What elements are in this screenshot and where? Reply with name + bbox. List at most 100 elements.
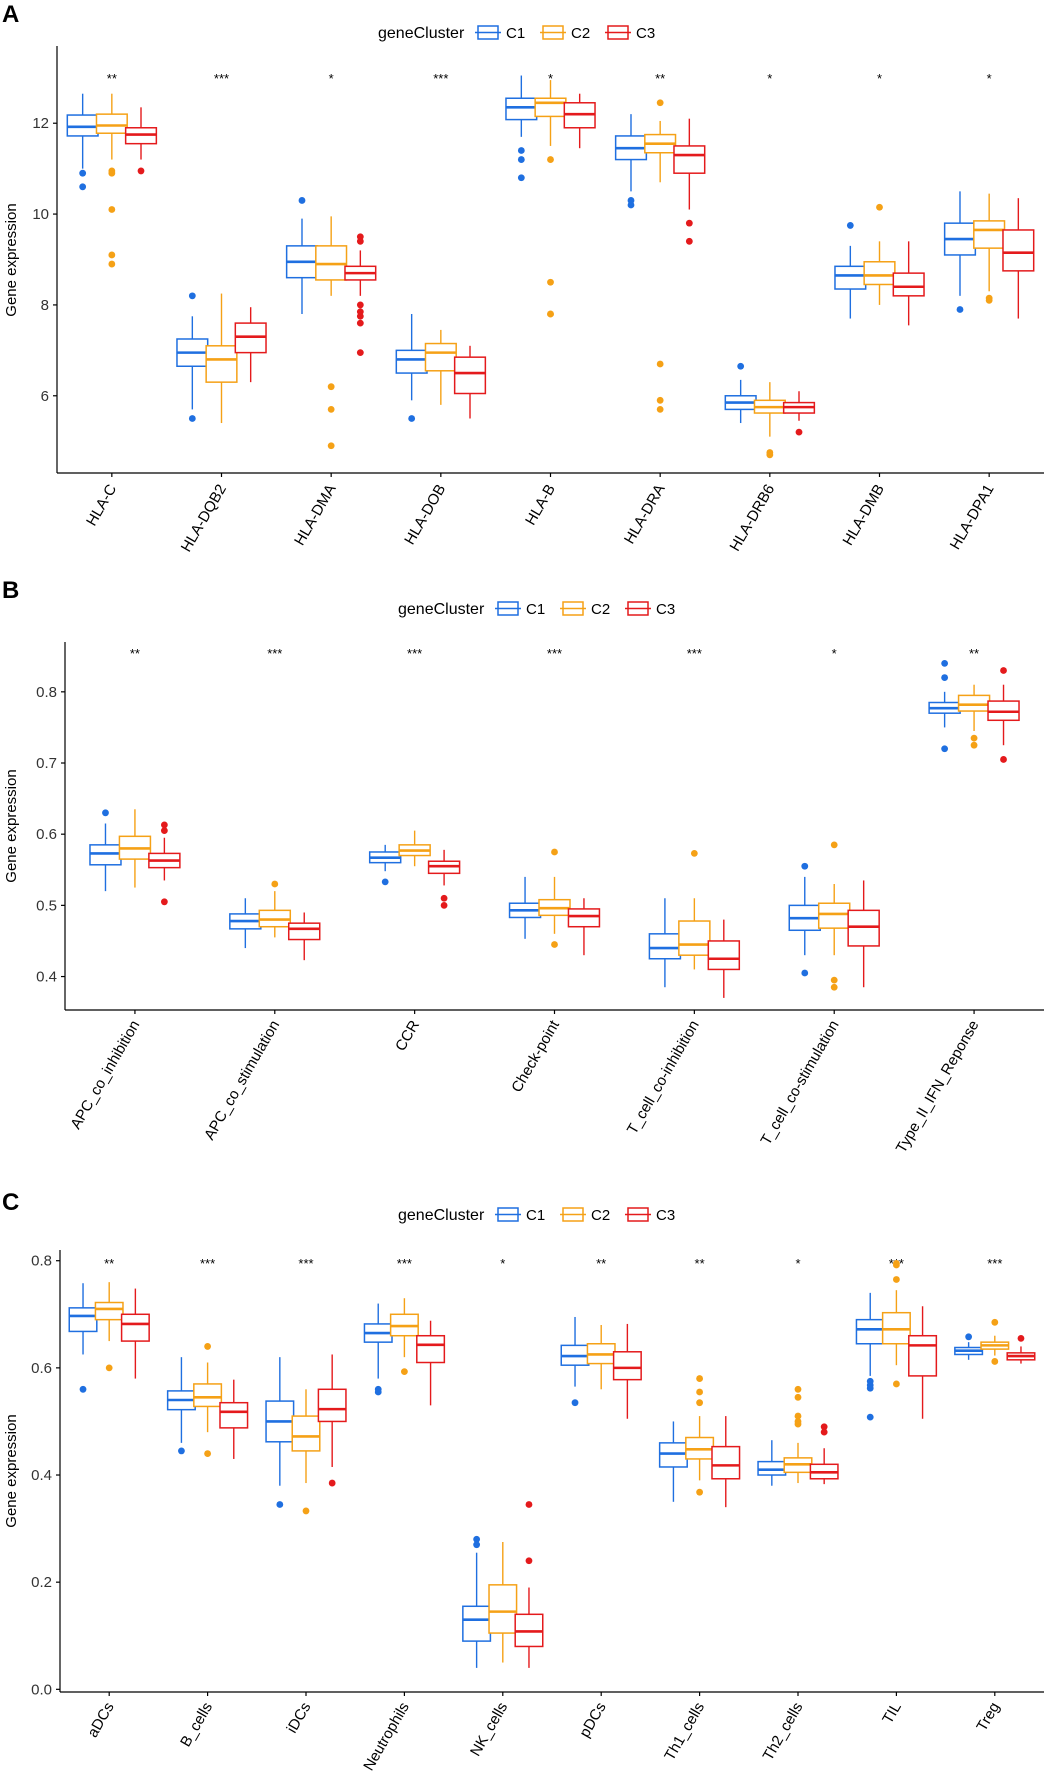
box-body (957, 694, 991, 712)
outlier-point (517, 174, 525, 182)
legend: geneCluster C1 C2 C3 (378, 25, 655, 42)
outlier-point (381, 878, 389, 886)
significance-label: * (877, 71, 882, 86)
box-c3 (707, 919, 741, 998)
outlier-point (866, 1384, 874, 1392)
outlier-point (271, 880, 279, 888)
box-c3 (612, 1323, 642, 1419)
box-body (648, 933, 682, 960)
category-hla-c: HLA-C ** (66, 71, 158, 529)
box-body (416, 1334, 446, 1364)
significance-label: ** (596, 1256, 606, 1271)
x-tick-label: HLA-C (83, 481, 120, 529)
outlier-point (830, 976, 838, 984)
outlier-point (876, 203, 883, 211)
outlier-point (108, 206, 116, 213)
outlier-point (356, 237, 364, 245)
box-c2 (424, 329, 457, 405)
outlier-point (79, 183, 87, 191)
outlier-point (327, 383, 335, 391)
significance-label: * (795, 1256, 800, 1271)
box-body (707, 940, 741, 971)
outlier-point (79, 169, 87, 177)
x-tick-label: HLA-DQB2 (178, 482, 230, 555)
category-b-cells: B_cells *** (166, 1256, 249, 1750)
box-c3 (987, 667, 1020, 763)
category-ccr: CCR *** (368, 646, 461, 1054)
legend-key-c1: C1 (475, 25, 525, 42)
outlier-point (696, 1375, 703, 1382)
box-c3 (908, 1306, 938, 1419)
outlier-point (440, 894, 448, 902)
outlier-point (985, 296, 993, 304)
box-c3 (317, 1354, 347, 1487)
outlier-point (525, 1501, 533, 1508)
outlier-point (160, 827, 168, 835)
outlier-point (473, 1535, 481, 1543)
box-body (658, 1442, 688, 1468)
box-body (863, 261, 896, 286)
y-tick-label: 0.8 (36, 684, 57, 701)
legend: geneCluster C1 C2 C3 (398, 601, 675, 618)
category-hla-dob: HLA-DOB *** (395, 71, 487, 548)
panel-letter-c: C (2, 1189, 19, 1216)
outlier-point (893, 1380, 900, 1388)
significance-label: *** (987, 1256, 1002, 1271)
x-tick-label: Treg (973, 1700, 1003, 1735)
box-c2 (817, 841, 851, 991)
y-tick-label: 0.7 (36, 755, 57, 772)
significance-label: * (548, 71, 553, 86)
outlier-point (956, 306, 964, 313)
box-c1 (368, 844, 402, 886)
outlier-point (941, 674, 949, 681)
panel-letter-b: B (2, 577, 19, 604)
box-c2 (291, 1389, 321, 1515)
box-c2 (205, 293, 238, 424)
y-axis-label: Gene expression (3, 203, 20, 316)
box-c2 (398, 830, 431, 867)
outlier-point (627, 201, 635, 209)
legend-key-c1: C1 (495, 601, 545, 618)
outlier-point (105, 1364, 113, 1372)
y-tick-label: 0.6 (31, 1360, 52, 1377)
y-axis-label: Gene expression (3, 1414, 20, 1527)
outlier-point (79, 1385, 87, 1393)
box-c1 (928, 659, 961, 753)
y-tick-label: 0.6 (36, 826, 57, 843)
significance-label: *** (433, 71, 448, 86)
outlier-point (327, 406, 335, 413)
legend-label-c1: C1 (506, 25, 525, 42)
legend-title: geneCluster (398, 601, 485, 618)
category-hla-dmb: HLA-DMB * (834, 71, 925, 549)
box-c2 (315, 216, 348, 450)
box-body (817, 902, 851, 929)
significance-label: ** (107, 71, 117, 86)
legend-title: geneCluster (378, 25, 465, 42)
y-tick-label: 12 (32, 115, 49, 132)
x-tick-label: Check-point (508, 1017, 563, 1096)
outlier-point (656, 406, 664, 413)
outlier-point (893, 1276, 900, 1283)
box-body (89, 844, 122, 866)
box-c2 (488, 1541, 518, 1663)
category-pdcs: pDCs ** (560, 1256, 642, 1740)
outlier-point (696, 1488, 703, 1496)
x-tick-label: T_cell_co-inhibition (624, 1018, 703, 1138)
outlier-point (328, 1479, 336, 1487)
box-body (567, 908, 601, 928)
significance-label: *** (547, 646, 562, 661)
outlier-point (547, 278, 554, 286)
outlier-point (1000, 667, 1007, 674)
box-body (287, 922, 321, 941)
box-c1 (724, 362, 757, 424)
category-th1-cells: Th1_cells ** (658, 1256, 741, 1764)
category-apc-co-stimulation: APC_co_stimulation *** (201, 646, 321, 1143)
box-c2 (881, 1259, 911, 1388)
legend-label-c1: C1 (526, 601, 545, 618)
x-tick-label: HLA-DMB (839, 482, 887, 549)
box-c3 (453, 345, 487, 419)
x-tick-label: iDCs (283, 1700, 314, 1737)
box-c1 (648, 898, 682, 988)
